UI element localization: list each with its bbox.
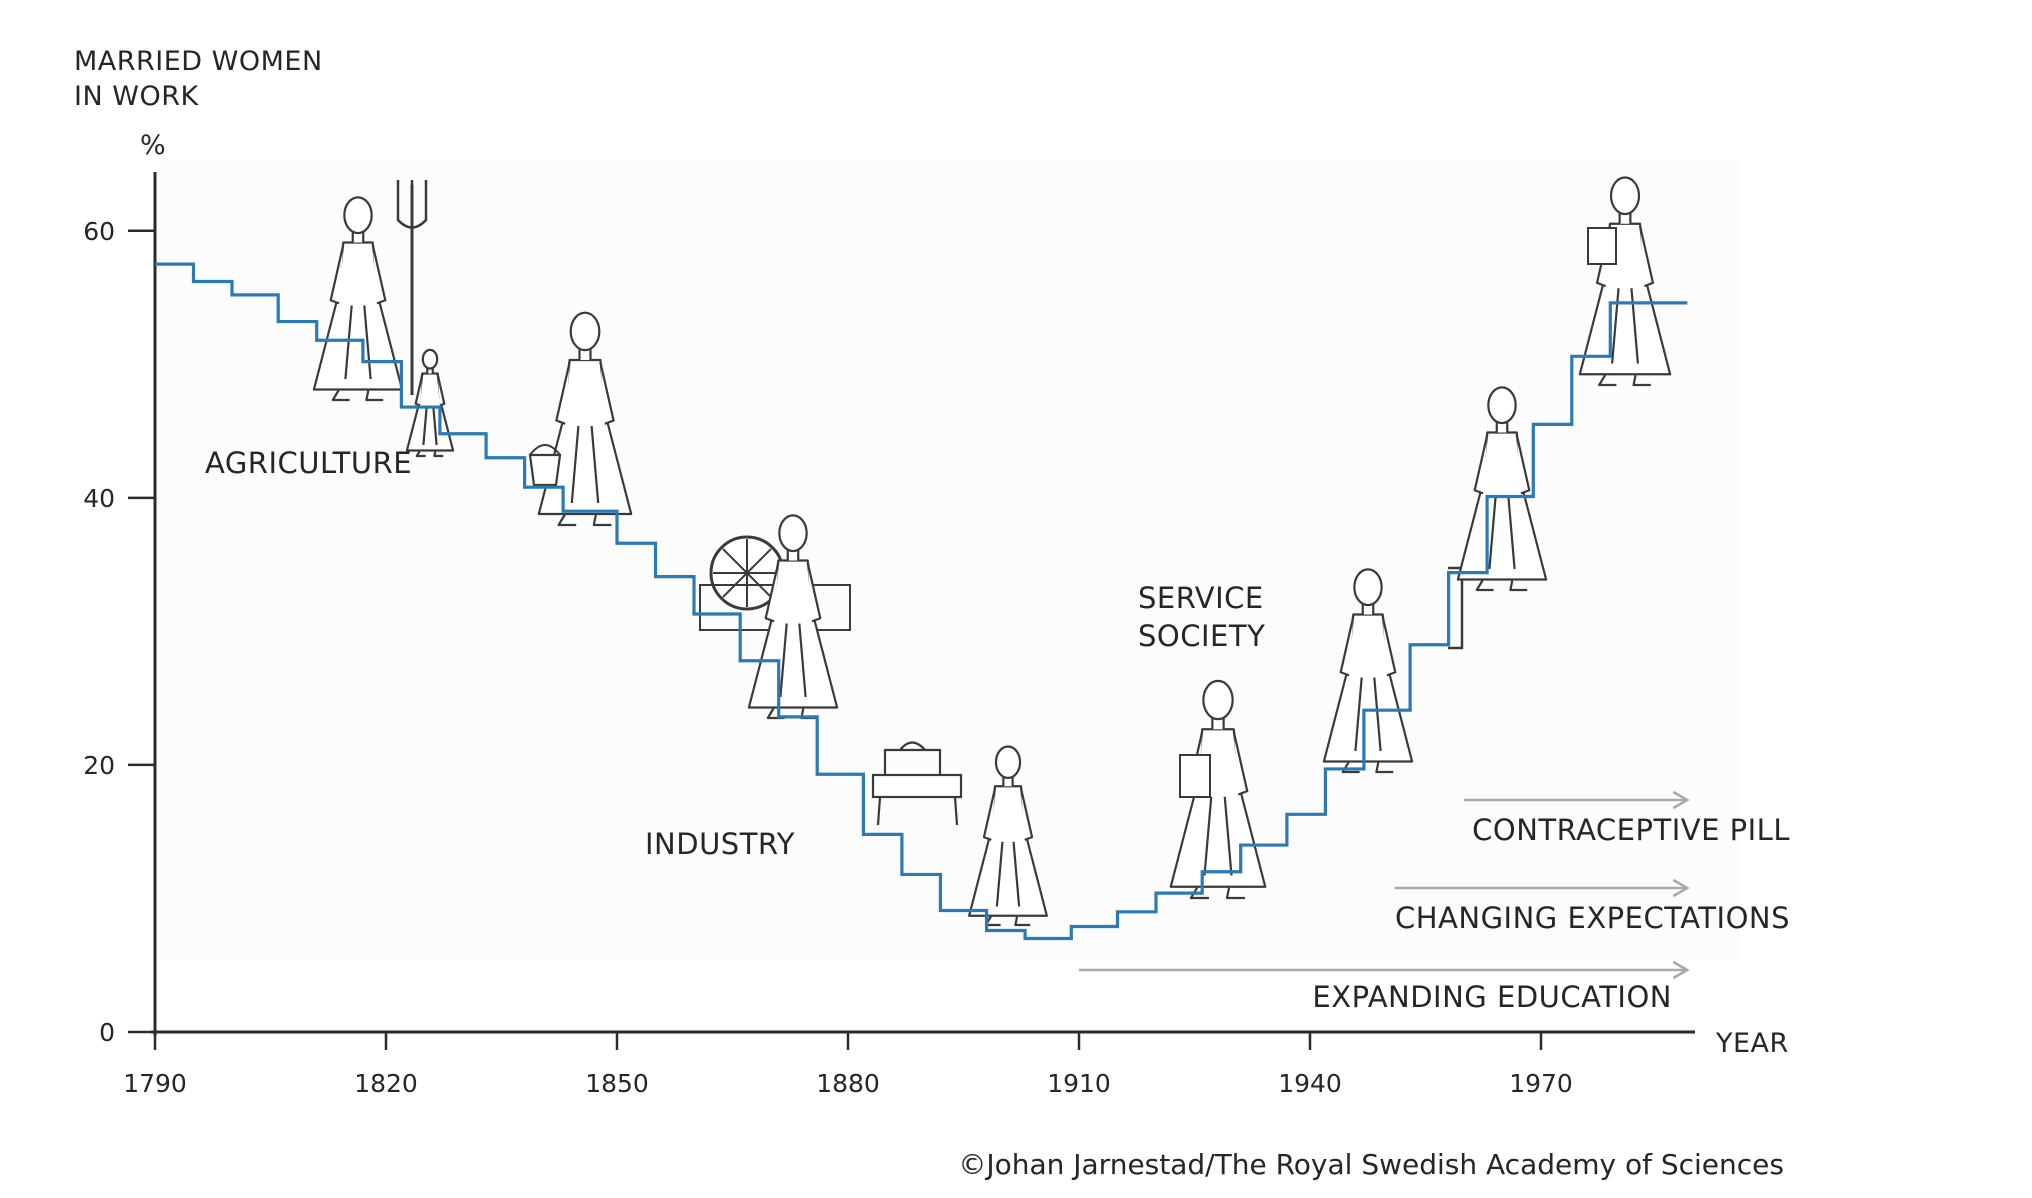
handbag-icon: [1587, 227, 1617, 265]
y-axis-label-line-2: IN WORK: [74, 81, 199, 112]
x-tick-label: 1880: [816, 1069, 880, 1098]
x-tick-label: 1970: [1509, 1069, 1573, 1098]
y-axis-label-line-1: MARRIED WOMEN: [74, 46, 323, 77]
illustrations: [312, 176, 1672, 927]
credit-line: ©Johan Jarnestad/The Royal Swedish Acade…: [958, 1148, 1784, 1181]
y-tick-label: 40: [83, 484, 115, 513]
pitchfork-icon: [396, 180, 428, 395]
y-tick-label: 60: [83, 217, 115, 246]
woman-spinning-figure: [747, 514, 839, 720]
series-layer: [154, 262, 1688, 941]
x-axis-label: YEAR: [1716, 1028, 1789, 1059]
annotation-service-society: SERVICE SOCIETY: [1138, 581, 1266, 653]
arrow-label-changing-expectations: CHANGING EXPECTATIONS: [1395, 901, 1790, 935]
woman-switchboard-figure: [1322, 568, 1414, 774]
folder-icon: [1179, 754, 1211, 798]
y-tick-label: 20: [83, 751, 115, 780]
sewing-machine-icon: [871, 741, 963, 826]
y-tick-label: 0: [99, 1018, 115, 1047]
woman-1960s-figure: [1456, 386, 1548, 592]
arrow-head: [1672, 878, 1690, 898]
x-tick-label: 1820: [354, 1069, 418, 1098]
arrow-label-contraceptive-pill: CONTRACEPTIVE PILL: [1472, 813, 1790, 847]
x-tick-label: 1850: [585, 1069, 649, 1098]
woman-agriculture-figure: [312, 196, 404, 402]
axes: 0 20 40 60 1790 1820 1850 1880 1910 1940 1970: [83, 172, 1695, 1098]
arrow-label-expanding-education: EXPANDING EDUCATION: [1312, 980, 1672, 1014]
switchboard-icon: [1448, 566, 1464, 650]
arrows-layer: [1079, 790, 1690, 980]
woman-dairy-figure: [537, 311, 633, 527]
bucket-icon: [528, 444, 562, 487]
arrow-head: [1672, 790, 1690, 810]
woman-1970s-figure: [1578, 176, 1672, 387]
annotation-agriculture: AGRICULTURE: [205, 446, 413, 480]
spinning-wheel-icon: [699, 535, 851, 631]
arrow-head: [1672, 960, 1690, 980]
x-tick-label: 1940: [1278, 1069, 1342, 1098]
annotation-industry: INDUSTRY: [645, 827, 795, 861]
woman-factory-figure: [968, 745, 1048, 927]
x-tick-label: 1790: [123, 1069, 187, 1098]
y-axis-unit: %: [140, 130, 167, 161]
child-agriculture-figure: [405, 348, 455, 458]
x-tick-label: 1910: [1047, 1069, 1111, 1098]
